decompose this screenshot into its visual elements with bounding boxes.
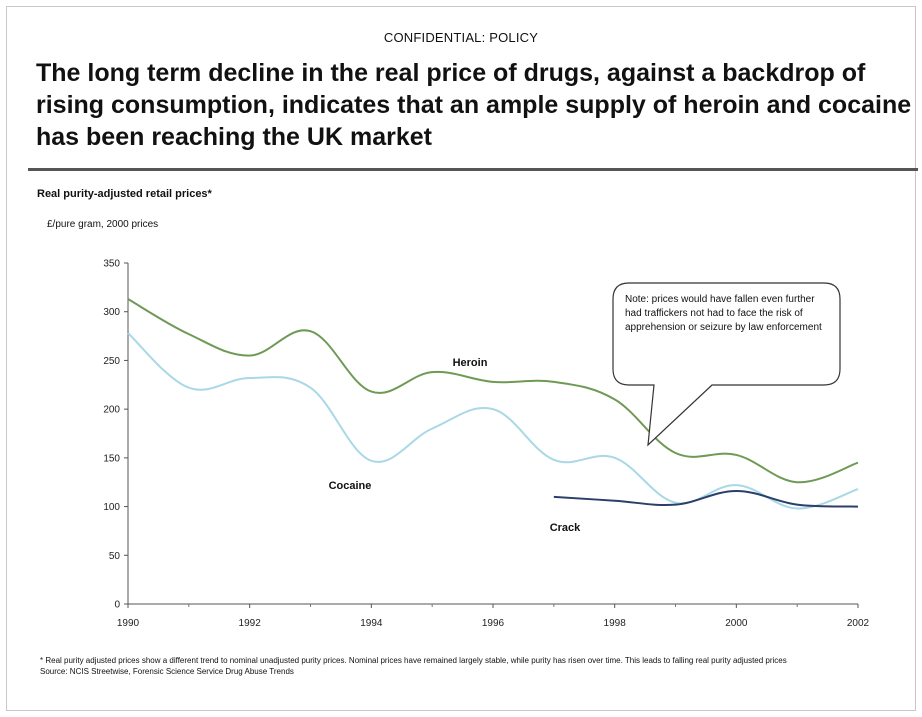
confidential-label: CONFIDENTIAL: POLICY	[383, 30, 539, 45]
footnote-text: * Real purity adjusted prices show a dif…	[40, 656, 787, 665]
series-line-heroin	[127, 298, 859, 484]
x-tick-label: 1996	[482, 618, 505, 629]
note-callout	[612, 282, 841, 447]
y-tick-label: 250	[103, 356, 120, 367]
note-callout-text: Note: prices would have fallen even furt…	[625, 294, 822, 333]
source-text: Source: NCIS Streetwise, Forensic Scienc…	[40, 667, 294, 676]
x-tick-label: 2000	[725, 618, 748, 629]
y-tick-label: 350	[103, 259, 120, 270]
chart-title: Real purity-adjusted retail prices*	[37, 188, 212, 200]
y-tick-label: 50	[109, 551, 121, 562]
series-label-crack: Crack	[550, 522, 581, 534]
x-tick-label: 2002	[847, 618, 870, 629]
x-tick-label: 1998	[604, 618, 627, 629]
note-bubble	[612, 282, 841, 447]
series-line-cocaine	[127, 332, 859, 510]
y-tick-label: 300	[103, 307, 120, 318]
chart-axes: 0 50 100 150 200 250 300 350 1990 1992 1994 1996 199…	[103, 259, 869, 630]
y-axis-label: £/pure gram, 2000 prices	[47, 219, 159, 230]
chart-series	[127, 298, 859, 510]
series-label-cocaine: Cocaine	[329, 480, 372, 492]
y-tick-label: 100	[103, 502, 120, 513]
x-tick-label: 1992	[239, 618, 262, 629]
footnote: * Real purity adjusted prices show a dif…	[40, 655, 900, 677]
y-tick-label: 0	[114, 600, 120, 611]
divider	[28, 168, 918, 171]
y-tick-label: 200	[103, 405, 120, 416]
y-tick-label: 150	[103, 453, 120, 464]
chart-series-labels: Heroin Cocaine Crack	[329, 357, 582, 534]
x-tick-label: 1994	[360, 618, 383, 629]
x-tick-label: 1990	[117, 618, 140, 629]
headline: The long term decline in the real price …	[36, 59, 912, 151]
series-label-heroin: Heroin	[453, 357, 488, 369]
series-line-crack	[553, 489, 859, 508]
